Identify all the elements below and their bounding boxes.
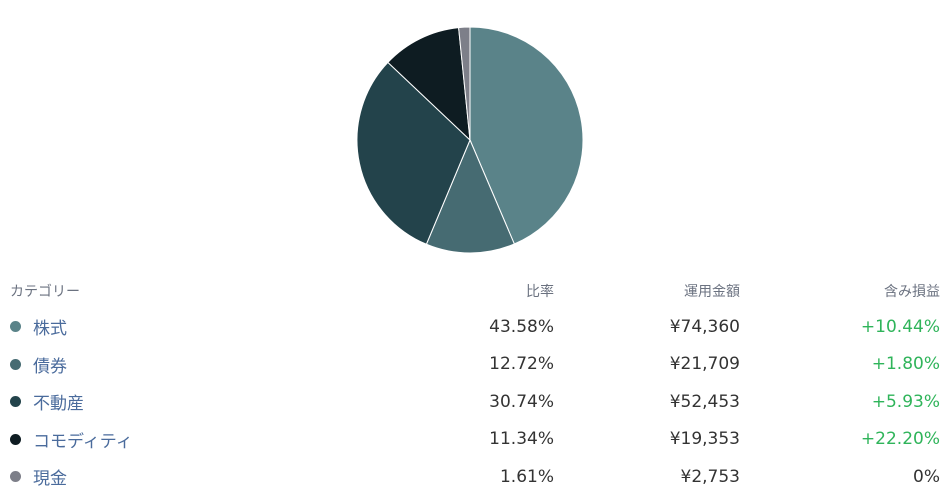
category-name[interactable]: 現金 <box>33 469 67 490</box>
table-row: 株式 43.58% ¥74,360 +10.44% <box>0 308 943 346</box>
legend-dot <box>10 433 21 445</box>
amount-value: ¥19,353 <box>669 429 740 450</box>
category-cell: 債券 <box>0 346 410 384</box>
category-name[interactable]: 債券 <box>33 356 67 377</box>
pl-value: 0% <box>913 466 940 487</box>
pie-slice-5[interactable] <box>458 26 471 141</box>
ratio-value: 12.72% <box>489 354 554 375</box>
allocation-table: カテゴリー 比率 運用金額 含み損益 株式 43.58% ¥74,360 +10… <box>0 274 943 496</box>
header-unrealized-pl: 含み損益 <box>884 284 940 300</box>
pie-slice-4[interactable] <box>387 27 471 142</box>
legend-dot <box>10 471 21 483</box>
table-row: 不動産 30.74% ¥52,453 +5.93% <box>0 383 943 421</box>
legend-dot <box>10 358 21 370</box>
header-amount: 運用金額 <box>684 284 740 300</box>
pie-slice-2[interactable] <box>425 138 515 254</box>
pie-chart-svg <box>356 26 584 254</box>
category-cell: 現金 <box>0 458 410 496</box>
pl-value: +5.93% <box>871 391 940 412</box>
header-ratio: 比率 <box>526 284 554 300</box>
amount-value: ¥21,709 <box>669 354 740 375</box>
allocation-pie-chart <box>345 15 595 265</box>
table-row: コモディティ 11.34% ¥19,353 +22.20% <box>0 421 943 459</box>
header-category: カテゴリー <box>10 284 80 300</box>
pl-value: +1.80% <box>871 354 940 375</box>
legend-dot <box>10 396 21 408</box>
category-cell: 不動産 <box>0 383 410 421</box>
category-cell: 株式 <box>0 308 410 346</box>
category-name[interactable]: 株式 <box>33 319 67 340</box>
pie-slice-3[interactable] <box>356 61 471 245</box>
ratio-value: 1.61% <box>499 466 554 487</box>
amount-value: ¥52,453 <box>669 391 740 412</box>
table-row: 現金 1.61% ¥2,753 0% <box>0 458 943 496</box>
ratio-value: 11.34% <box>489 429 554 450</box>
ratio-value: 30.74% <box>489 391 554 412</box>
category-cell: コモディティ <box>0 421 410 459</box>
pie-slice-1[interactable] <box>469 26 584 245</box>
category-name[interactable]: コモディティ <box>33 431 133 452</box>
table-header-row: カテゴリー 比率 運用金額 含み損益 <box>0 274 943 308</box>
amount-value: ¥74,360 <box>669 316 740 337</box>
category-name[interactable]: 不動産 <box>33 394 84 415</box>
legend-dot <box>10 321 21 333</box>
table-row: 債券 12.72% ¥21,709 +1.80% <box>0 346 943 384</box>
amount-value: ¥2,753 <box>680 466 740 487</box>
pl-value: +10.44% <box>860 316 940 337</box>
pl-value: +22.20% <box>860 429 940 450</box>
ratio-value: 43.58% <box>489 316 554 337</box>
